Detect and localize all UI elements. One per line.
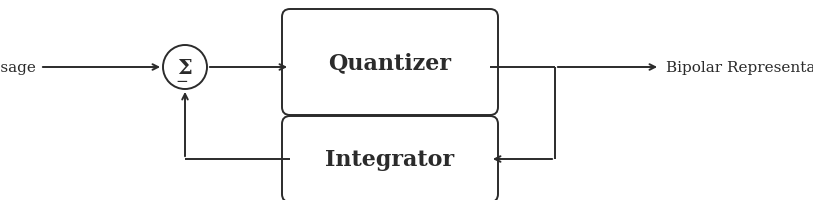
Text: Σ: Σ [177,58,193,78]
FancyBboxPatch shape [282,116,498,200]
Text: −: − [176,75,188,89]
FancyBboxPatch shape [282,10,498,115]
Text: Bipolar Representation: Bipolar Representation [666,61,813,75]
Text: Message: Message [0,61,36,75]
Text: Quantizer: Quantizer [328,52,451,74]
Text: Integrator: Integrator [325,148,454,170]
